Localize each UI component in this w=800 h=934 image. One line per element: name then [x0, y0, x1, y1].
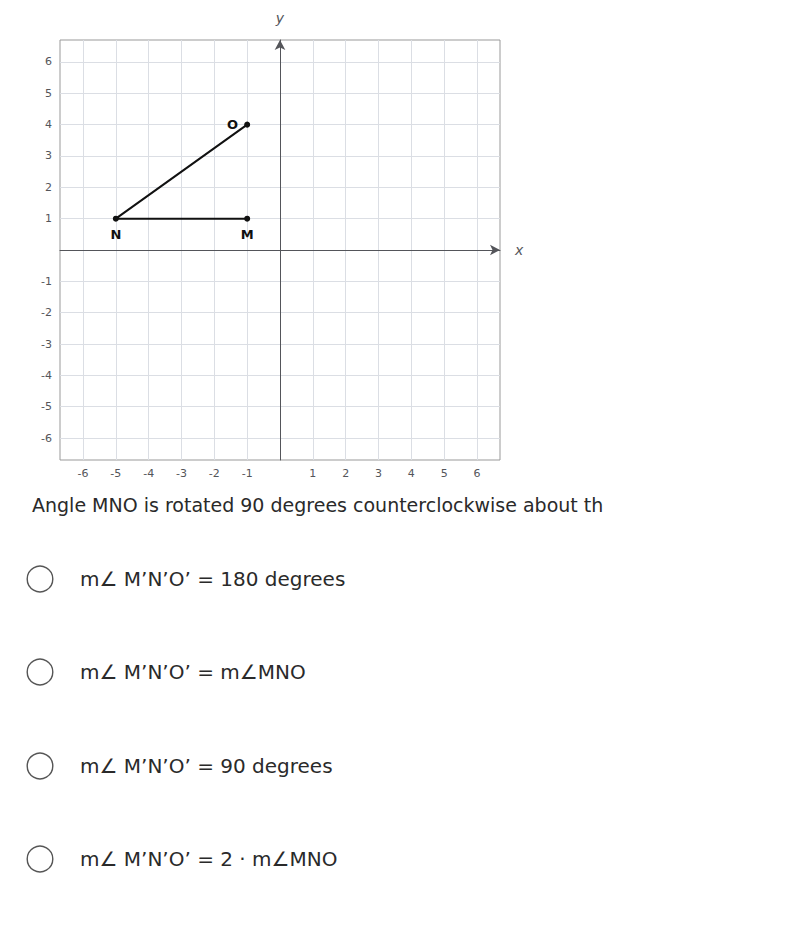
svg-text:m∠ M’N’O’ = 2 · m∠MNO: m∠ M’N’O’ = 2 · m∠MNO	[80, 847, 337, 871]
svg-text:1: 1	[45, 212, 52, 225]
svg-text:-6: -6	[78, 467, 89, 480]
svg-text:-2: -2	[209, 467, 220, 480]
svg-text:3: 3	[45, 149, 52, 162]
svg-text:m∠ M’N’O’ = m∠MNO: m∠ M’N’O’ = m∠MNO	[80, 660, 306, 684]
svg-text:m∠ M’N’O’ = 180 degrees: m∠ M’N’O’ = 180 degrees	[80, 567, 345, 591]
svg-text:y: y	[275, 10, 285, 26]
svg-text:N: N	[110, 227, 121, 242]
svg-text:-3: -3	[176, 467, 187, 480]
svg-text:6: 6	[474, 467, 481, 480]
svg-text:2: 2	[342, 467, 349, 480]
svg-text:-2: -2	[41, 306, 52, 319]
svg-text:6: 6	[45, 55, 52, 68]
svg-text:Angle MNO is rotated 90 degree: Angle MNO is rotated 90 degrees counterc…	[32, 494, 603, 516]
svg-text:-6: -6	[41, 432, 52, 445]
svg-text:5: 5	[441, 467, 448, 480]
svg-text:-3: -3	[41, 338, 52, 351]
svg-text:O: O	[227, 117, 238, 132]
svg-text:3: 3	[375, 467, 382, 480]
svg-text:4: 4	[45, 118, 52, 131]
svg-text:-5: -5	[41, 400, 52, 413]
svg-text:-5: -5	[110, 467, 121, 480]
svg-text:-1: -1	[41, 275, 52, 288]
svg-text:m∠ M’N’O’ = 90 degrees: m∠ M’N’O’ = 90 degrees	[80, 754, 333, 778]
svg-text:1: 1	[309, 467, 316, 480]
svg-text:M: M	[241, 227, 254, 242]
svg-text:-1: -1	[242, 467, 253, 480]
svg-text:4: 4	[408, 467, 415, 480]
svg-text:5: 5	[45, 87, 52, 100]
svg-text:x: x	[514, 242, 524, 258]
svg-text:-4: -4	[143, 467, 154, 480]
svg-text:-4: -4	[41, 369, 52, 382]
svg-text:2: 2	[45, 181, 52, 194]
